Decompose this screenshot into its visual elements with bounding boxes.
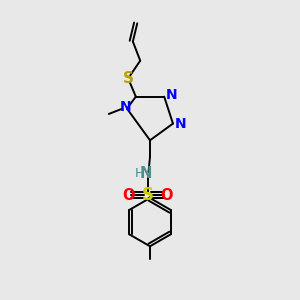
Text: S: S: [142, 186, 154, 204]
Text: N: N: [166, 88, 177, 102]
Text: N: N: [119, 100, 131, 114]
Text: S: S: [123, 71, 134, 86]
Text: O: O: [122, 188, 135, 202]
Text: N: N: [175, 117, 186, 130]
Text: N: N: [140, 166, 152, 181]
Text: H: H: [134, 167, 144, 180]
Text: O: O: [160, 188, 173, 202]
